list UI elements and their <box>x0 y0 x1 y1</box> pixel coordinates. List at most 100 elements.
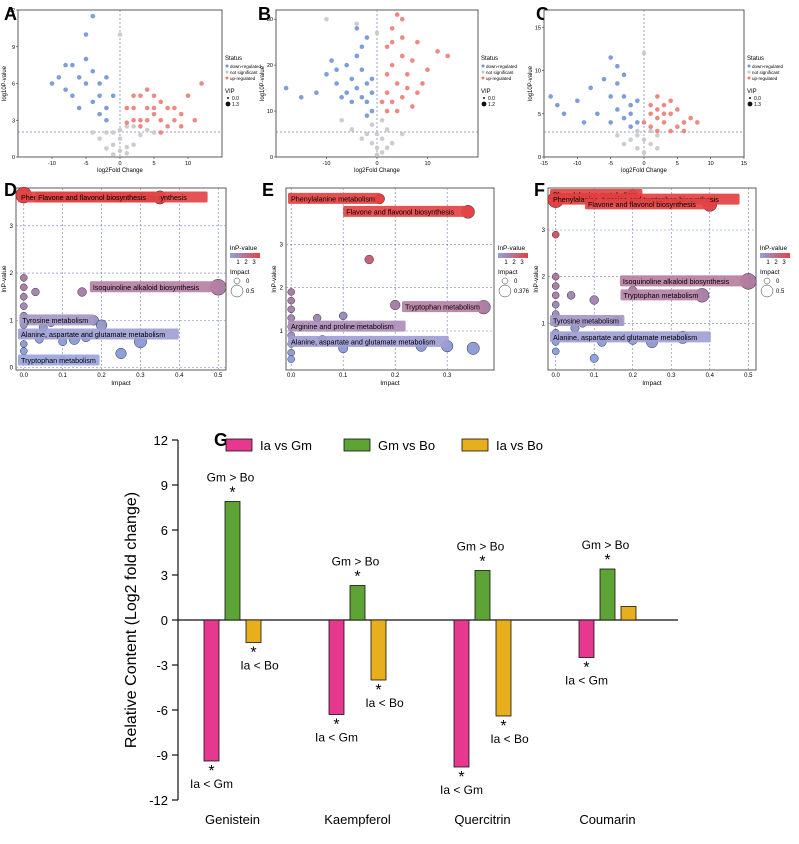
data-point-down <box>621 94 627 99</box>
data-point-up <box>681 120 687 125</box>
size-label: 0.5 <box>776 289 785 295</box>
data-point-up <box>199 81 204 86</box>
data-point-down <box>364 35 370 40</box>
data-point-up <box>668 128 673 134</box>
data-point-up <box>675 107 680 112</box>
pathway-label-box <box>288 192 381 204</box>
significance-star: * <box>333 717 339 734</box>
data-point-ns <box>621 141 627 147</box>
size-label: 0.376 <box>514 289 530 295</box>
legend-label: down-regulated <box>230 64 262 69</box>
y-tick-label: 1 <box>542 321 546 327</box>
color-tick: 1 <box>766 260 770 266</box>
data-point-ns <box>641 50 647 56</box>
data-point-down <box>104 105 109 111</box>
pathway-bubble <box>115 347 127 360</box>
data-point-up <box>384 72 390 77</box>
significance-star: * <box>479 554 485 571</box>
pathway-bubble <box>551 272 560 281</box>
data-point-down <box>369 108 375 114</box>
y-axis-label: log10P-value <box>528 65 534 101</box>
data-point-ns <box>339 117 344 123</box>
pathway-bubble <box>287 288 295 296</box>
panel-label: F <box>534 180 545 200</box>
pathway-label: Arginine and proline metabolism <box>291 322 394 331</box>
data-point-down <box>97 111 102 117</box>
bar <box>328 619 345 715</box>
data-point-ns <box>124 124 130 129</box>
bar <box>370 619 387 681</box>
y-tick-label: 9 <box>161 478 168 493</box>
x-tick-label: 0.3 <box>443 373 452 379</box>
size-swatch <box>498 284 512 298</box>
vip-swatch <box>747 101 753 107</box>
annotation-label: Gm > Bo <box>457 540 505 554</box>
data-point-ns <box>151 130 157 135</box>
x-tick-label: 0.4 <box>175 373 184 379</box>
y-tick-label: -3 <box>156 658 168 673</box>
data-point-up <box>661 120 667 125</box>
data-point-up <box>399 35 405 40</box>
pathway-label-box <box>18 328 179 340</box>
data-point-up <box>389 62 395 68</box>
data-point-up <box>144 87 150 92</box>
data-point-down <box>548 94 553 99</box>
data-point-up <box>131 105 136 111</box>
vip-swatch <box>227 97 229 99</box>
data-point-up <box>172 105 177 111</box>
y-tick-label: 3 <box>161 568 168 583</box>
y-tick-label: 9 <box>12 45 15 51</box>
data-point-up <box>192 117 198 123</box>
color-tick: 2 <box>512 260 516 266</box>
bar <box>599 568 616 621</box>
data-point-ns <box>124 151 130 156</box>
legend-swatch <box>225 64 229 68</box>
y-axis-label: lnP-value <box>533 265 540 292</box>
color-tick: 1 <box>504 260 508 266</box>
pathway-label: Phenylalanine metabolism <box>291 194 375 203</box>
data-point-down <box>354 85 360 91</box>
data-point-ns <box>648 141 653 147</box>
x-axis-label: Impact <box>642 380 662 387</box>
data-point-up <box>681 128 687 134</box>
data-point-down <box>359 94 365 100</box>
x-tick-label: 10 <box>708 161 714 167</box>
data-point-ns <box>374 131 380 137</box>
x-tick-label: 0.3 <box>667 373 676 379</box>
data-point-down <box>608 55 613 60</box>
vip-label: 0.0 <box>232 96 239 102</box>
data-point-down <box>334 81 339 86</box>
size-legend-title: Impact <box>230 269 250 276</box>
data-point-ns <box>110 152 116 157</box>
data-point-down <box>283 85 289 91</box>
pathway-label: Alanine, aspartate and glutamate metabol… <box>291 337 435 346</box>
legend-title: Status <box>225 56 242 62</box>
data-point-up <box>394 12 400 17</box>
data-point-up <box>165 124 170 129</box>
data-point-up <box>185 93 191 99</box>
y-tick-label: 0 <box>270 155 273 161</box>
data-point-down <box>575 98 580 104</box>
data-point-ns <box>97 136 102 141</box>
y-tick-label: 10 <box>267 109 273 115</box>
data-point-ns <box>399 131 405 137</box>
data-point-up <box>124 105 130 111</box>
data-point-down <box>104 117 109 123</box>
data-point-up <box>178 111 184 117</box>
data-point-down <box>324 72 329 77</box>
data-point-up <box>158 117 164 123</box>
data-point-down <box>364 99 370 105</box>
significance-star: * <box>604 552 610 569</box>
data-point-down <box>76 75 82 80</box>
bar <box>203 619 220 762</box>
data-point-up <box>172 117 177 123</box>
size-swatch <box>230 284 244 298</box>
y-tick-label: 1 <box>10 318 14 324</box>
data-point-down <box>349 99 355 105</box>
y-tick-label: -12 <box>149 793 168 808</box>
data-point-down <box>354 26 360 31</box>
bar <box>495 619 512 717</box>
y-axis-label: lnP-value <box>1 265 8 292</box>
pathway-bubble <box>287 355 295 363</box>
